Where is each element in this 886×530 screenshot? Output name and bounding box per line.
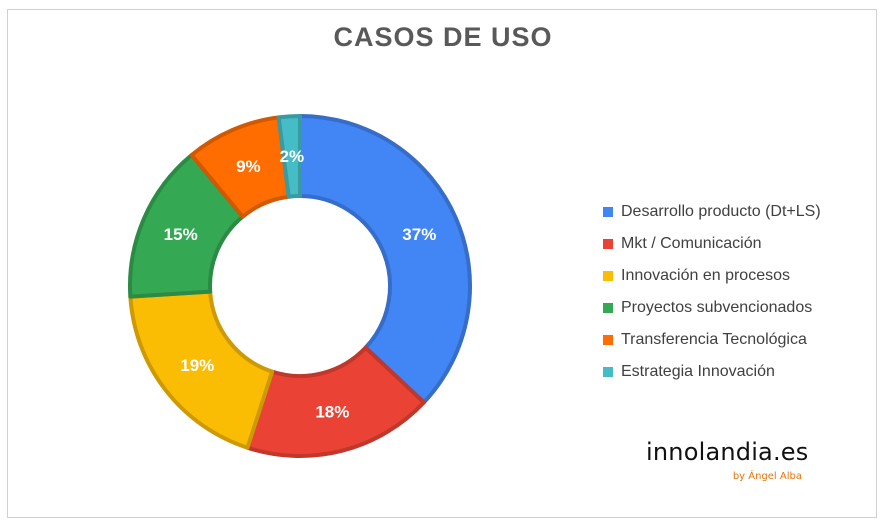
slice-innovaci-n-en-procesos (128, 289, 275, 450)
legend-label: Estrategia Innovación (621, 363, 775, 380)
legend-swatch (603, 367, 613, 377)
brand-name: innolandia.es (646, 438, 809, 466)
legend-label: Desarrollo producto (Dt+LS) (621, 203, 821, 220)
slice-estrategia-innovaci-n (276, 114, 302, 199)
brand-byline: by Ángel Alba (732, 471, 802, 482)
slice-label: 19% (180, 356, 214, 375)
legend-item-mkt-comunicacion: Mkt / Comunicación (603, 228, 821, 260)
chart-title: CASOS DE USO (333, 22, 553, 52)
slice-label: 15% (164, 225, 198, 244)
legend-label: Transferencia Tecnológica (621, 331, 807, 348)
brand-logo: innolandia.es by Ángel Alba (646, 438, 809, 482)
legend-item-transferencia-tecnologica: Transferencia Tecnológica (603, 324, 821, 356)
legend-swatch (603, 271, 613, 281)
slice-label: 18% (315, 402, 349, 421)
legend-item-estrategia-innovacion: Estrategia Innovación (603, 356, 821, 388)
legend-swatch (603, 239, 613, 249)
legend-label: Mkt / Comunicación (621, 235, 762, 252)
slice-desarrollo-producto-dt-ls (298, 114, 472, 405)
slice-label: 9% (236, 157, 261, 176)
legend-swatch (603, 335, 613, 345)
legend-label: Innovación en procesos (621, 267, 790, 284)
legend-swatch (603, 303, 613, 313)
legend-label: Proyectos subvencionados (621, 299, 813, 316)
chart-legend: Desarrollo producto (Dt+LS) Mkt / Comuni… (603, 196, 821, 388)
legend-item-desarrollo-producto: Desarrollo producto (Dt+LS) (603, 196, 821, 228)
legend-swatch (603, 207, 613, 217)
slice-label: 37% (402, 225, 436, 244)
slice-label: 2% (280, 147, 305, 166)
legend-item-proyectos-subvencionados: Proyectos subvencionados (603, 292, 821, 324)
legend-item-innovacion-procesos: Innovación en procesos (603, 260, 821, 292)
slice-mkt-comunicaci-n (245, 345, 426, 458)
